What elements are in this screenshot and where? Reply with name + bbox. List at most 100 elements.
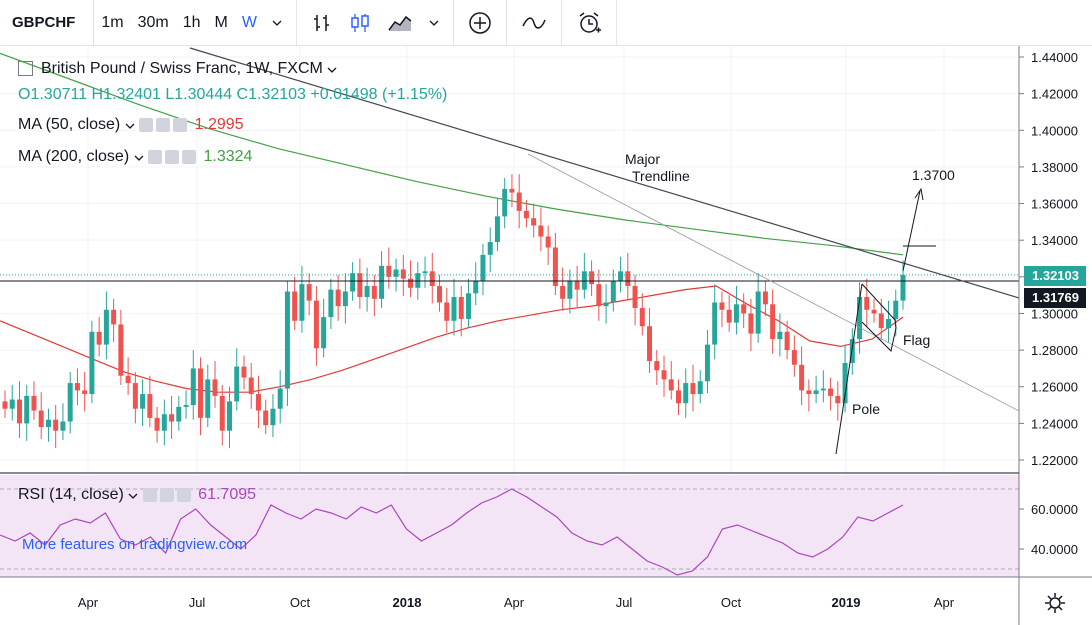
alert-icon[interactable] (568, 0, 610, 46)
candle[interactable] (24, 384, 30, 441)
target-arrow[interactable] (902, 190, 921, 272)
close-icon[interactable] (182, 149, 197, 164)
price-candles[interactable] (2, 174, 906, 449)
annotation-trendline[interactable]: Trendline (632, 168, 690, 184)
candle[interactable] (371, 274, 377, 317)
candle[interactable] (321, 298, 327, 358)
candle[interactable] (748, 298, 754, 352)
candle[interactable] (618, 256, 624, 293)
candle[interactable] (820, 370, 826, 403)
candle[interactable] (639, 293, 645, 336)
gear-icon[interactable] (1042, 590, 1068, 616)
candle[interactable] (581, 253, 587, 299)
flag-shape[interactable] (861, 283, 897, 353)
candle[interactable] (422, 256, 428, 288)
candle[interactable] (357, 258, 363, 309)
candle[interactable] (277, 370, 283, 424)
candle[interactable] (227, 386, 232, 449)
candle[interactable] (857, 282, 863, 354)
candle[interactable] (603, 284, 609, 324)
close-icon[interactable] (176, 487, 191, 502)
candle[interactable] (690, 364, 696, 412)
candle[interactable] (502, 177, 508, 229)
candle[interactable] (531, 203, 537, 238)
candle[interactable] (806, 379, 812, 412)
bar-chart-icon[interactable] (303, 0, 341, 46)
candle[interactable] (234, 348, 240, 411)
compare-icon[interactable] (513, 0, 555, 46)
candle[interactable] (328, 278, 334, 330)
candle[interactable] (190, 350, 196, 420)
chevron-down-icon[interactable] (327, 67, 337, 73)
candle[interactable] (552, 232, 558, 296)
candle[interactable] (458, 285, 464, 337)
candle[interactable] (487, 227, 493, 273)
candle[interactable] (777, 313, 783, 357)
candle[interactable] (2, 390, 8, 418)
candle[interactable] (147, 375, 153, 428)
price-axis[interactable]: 1.44000 1.42000 1.40000 1.38000 1.36000 1.340… (0, 46, 1078, 625)
candle[interactable] (733, 285, 739, 335)
candle[interactable] (89, 320, 95, 404)
candle[interactable] (212, 361, 218, 408)
candle[interactable] (625, 253, 631, 301)
candle[interactable] (386, 247, 392, 289)
candle[interactable] (45, 408, 51, 442)
candle[interactable] (248, 362, 254, 409)
candle[interactable] (299, 265, 305, 333)
candle[interactable] (429, 253, 435, 304)
candle[interactable] (342, 273, 348, 324)
candle[interactable] (53, 405, 59, 449)
candle[interactable] (596, 269, 602, 321)
candle[interactable] (437, 274, 443, 312)
chart-canvas[interactable]: 60.0000 40.0000 1.44000 1.42000 1.40000 1.38… (0, 46, 1092, 625)
candle[interactable] (198, 357, 204, 436)
candle[interactable] (408, 260, 414, 297)
candle[interactable] (176, 395, 182, 431)
candle[interactable] (647, 307, 653, 373)
candle[interactable] (451, 278, 457, 336)
candle[interactable] (849, 328, 855, 375)
candle[interactable] (697, 370, 703, 404)
candle[interactable] (523, 199, 529, 228)
candle[interactable] (871, 298, 877, 323)
candle[interactable] (67, 372, 73, 434)
watermark-link[interactable]: More features on tradingview.com (22, 536, 248, 553)
annotation-pole[interactable]: Pole (852, 401, 881, 417)
eye-icon[interactable] (142, 487, 157, 502)
candle[interactable] (755, 273, 761, 343)
candle[interactable] (712, 284, 718, 360)
candle[interactable] (509, 174, 515, 208)
candle[interactable] (842, 344, 848, 413)
candle[interactable] (400, 254, 406, 297)
pole-line[interactable] (835, 283, 863, 455)
interval-30m[interactable]: 30m (137, 13, 169, 31)
candle[interactable] (31, 381, 37, 420)
candle[interactable] (676, 379, 681, 416)
candle[interactable] (574, 265, 580, 308)
candle[interactable] (668, 361, 674, 400)
collapse-icon[interactable] (18, 61, 33, 77)
candle[interactable] (183, 390, 189, 419)
candle[interactable] (465, 278, 471, 329)
chevron-down-icon[interactable] (125, 123, 135, 129)
interval-1h[interactable]: 1h (182, 13, 201, 31)
candle[interactable] (379, 251, 385, 308)
candle[interactable] (16, 381, 22, 439)
gear-icon[interactable] (165, 149, 180, 164)
rsi-line[interactable] (0, 488, 904, 576)
candle[interactable] (589, 260, 595, 297)
candle[interactable] (545, 225, 551, 265)
chevron-down-icon[interactable] (421, 0, 447, 46)
candle[interactable] (480, 243, 486, 296)
candle[interactable] (886, 300, 892, 343)
candle[interactable] (704, 329, 710, 394)
candle[interactable] (654, 350, 660, 385)
candle[interactable] (255, 375, 261, 428)
area-chart-icon[interactable] (379, 0, 421, 46)
candle[interactable] (364, 267, 370, 312)
candle[interactable] (610, 269, 616, 312)
candle[interactable] (74, 368, 80, 406)
eye-icon[interactable] (148, 149, 163, 164)
candle[interactable] (494, 198, 500, 252)
